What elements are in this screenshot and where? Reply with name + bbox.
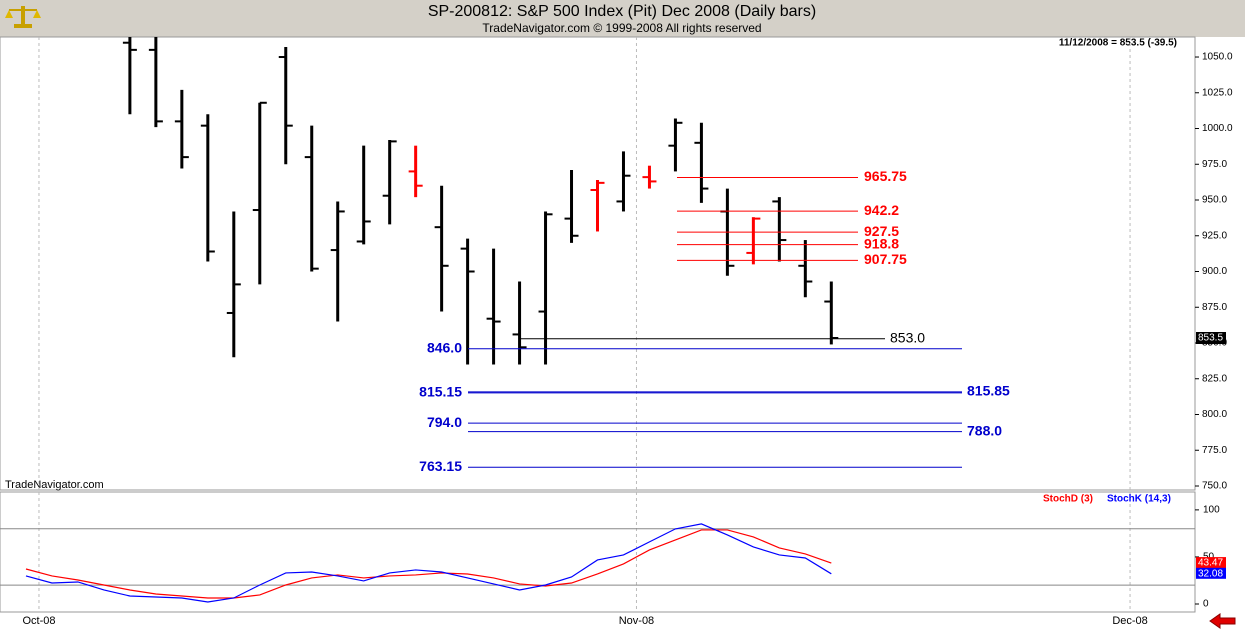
stoch-line <box>25 529 832 599</box>
level-label: 763.15 <box>419 458 462 474</box>
app-icon <box>5 6 41 28</box>
watermark: TradeNavigator.com <box>5 479 104 491</box>
last-value-label: 43.47 <box>1198 558 1223 569</box>
y-tick-label: 950.0 <box>1202 195 1227 206</box>
level-label: 788.0 <box>967 422 1002 438</box>
level-label: 815.85 <box>967 383 1010 399</box>
last-price-note: 11/12/2008 = 853.5 (-39.5) <box>1059 38 1177 49</box>
y-tick-label: 1050.0 <box>1202 52 1233 63</box>
last-price-label: 853.5 <box>1198 333 1223 344</box>
level-label: 942.2 <box>864 202 899 218</box>
x-tick-label: Oct-08 <box>22 615 55 627</box>
chart-subtitle: TradeNavigator.com © 1999-2008 All right… <box>482 21 761 35</box>
level-label: 965.75 <box>864 168 907 184</box>
title-bar <box>0 0 1245 37</box>
legend-entry: StochK (14,3) <box>1107 494 1171 505</box>
y-tick-label: 975.0 <box>1202 159 1227 170</box>
y-tick-label: 800.0 <box>1202 409 1227 420</box>
y-tick-label: 0 <box>1203 599 1209 610</box>
y-tick-label: 1000.0 <box>1202 123 1233 134</box>
level-label: 846.0 <box>427 339 462 355</box>
y-tick-label: 875.0 <box>1202 302 1227 313</box>
scroll-arrow[interactable] <box>1209 613 1236 629</box>
y-tick-label: 100 <box>1203 505 1220 516</box>
y-tick-label: 825.0 <box>1202 373 1227 384</box>
level-label: 918.8 <box>864 235 899 251</box>
stoch-line <box>25 523 832 603</box>
last-value-box <box>1196 557 1226 569</box>
level-label: 907.75 <box>864 251 907 267</box>
level-label: 927.5 <box>864 223 899 239</box>
level-label: 794.0 <box>427 414 462 430</box>
x-tick-label: Dec-08 <box>1112 615 1147 627</box>
y-tick-label: 775.0 <box>1202 445 1227 456</box>
y-tick-label: 750.0 <box>1202 481 1227 492</box>
y-tick-label: 925.0 <box>1202 230 1227 241</box>
chart-title: SP-200812: S&P 500 Index (Pit) Dec 2008 … <box>428 3 816 20</box>
last-price-box <box>1196 331 1226 344</box>
y-tick-label: 900.0 <box>1202 266 1227 277</box>
level-label: 853.0 <box>890 329 925 345</box>
stoch-panel <box>0 491 1196 613</box>
level-label: 815.15 <box>419 384 462 400</box>
legend-entry: StochD (3) <box>1043 494 1093 505</box>
last-value-box <box>1196 567 1226 579</box>
y-tick-label: 1025.0 <box>1202 87 1233 98</box>
x-tick-label: Nov-08 <box>619 615 654 627</box>
price-bars <box>122 37 962 468</box>
y-tick-label: 50 <box>1203 552 1215 563</box>
price-panel <box>0 36 1196 491</box>
last-value-label: 32.08 <box>1198 568 1223 579</box>
